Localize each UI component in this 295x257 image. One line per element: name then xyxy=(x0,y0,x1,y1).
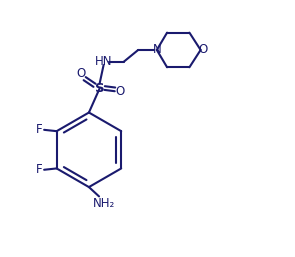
Text: O: O xyxy=(115,85,124,98)
Text: F: F xyxy=(36,123,43,136)
Text: O: O xyxy=(76,67,86,80)
Text: S: S xyxy=(95,82,104,95)
Text: O: O xyxy=(199,43,208,57)
Text: NH₂: NH₂ xyxy=(93,197,115,209)
Text: HN: HN xyxy=(95,56,112,68)
Text: N: N xyxy=(153,43,161,57)
Text: F: F xyxy=(36,163,43,176)
